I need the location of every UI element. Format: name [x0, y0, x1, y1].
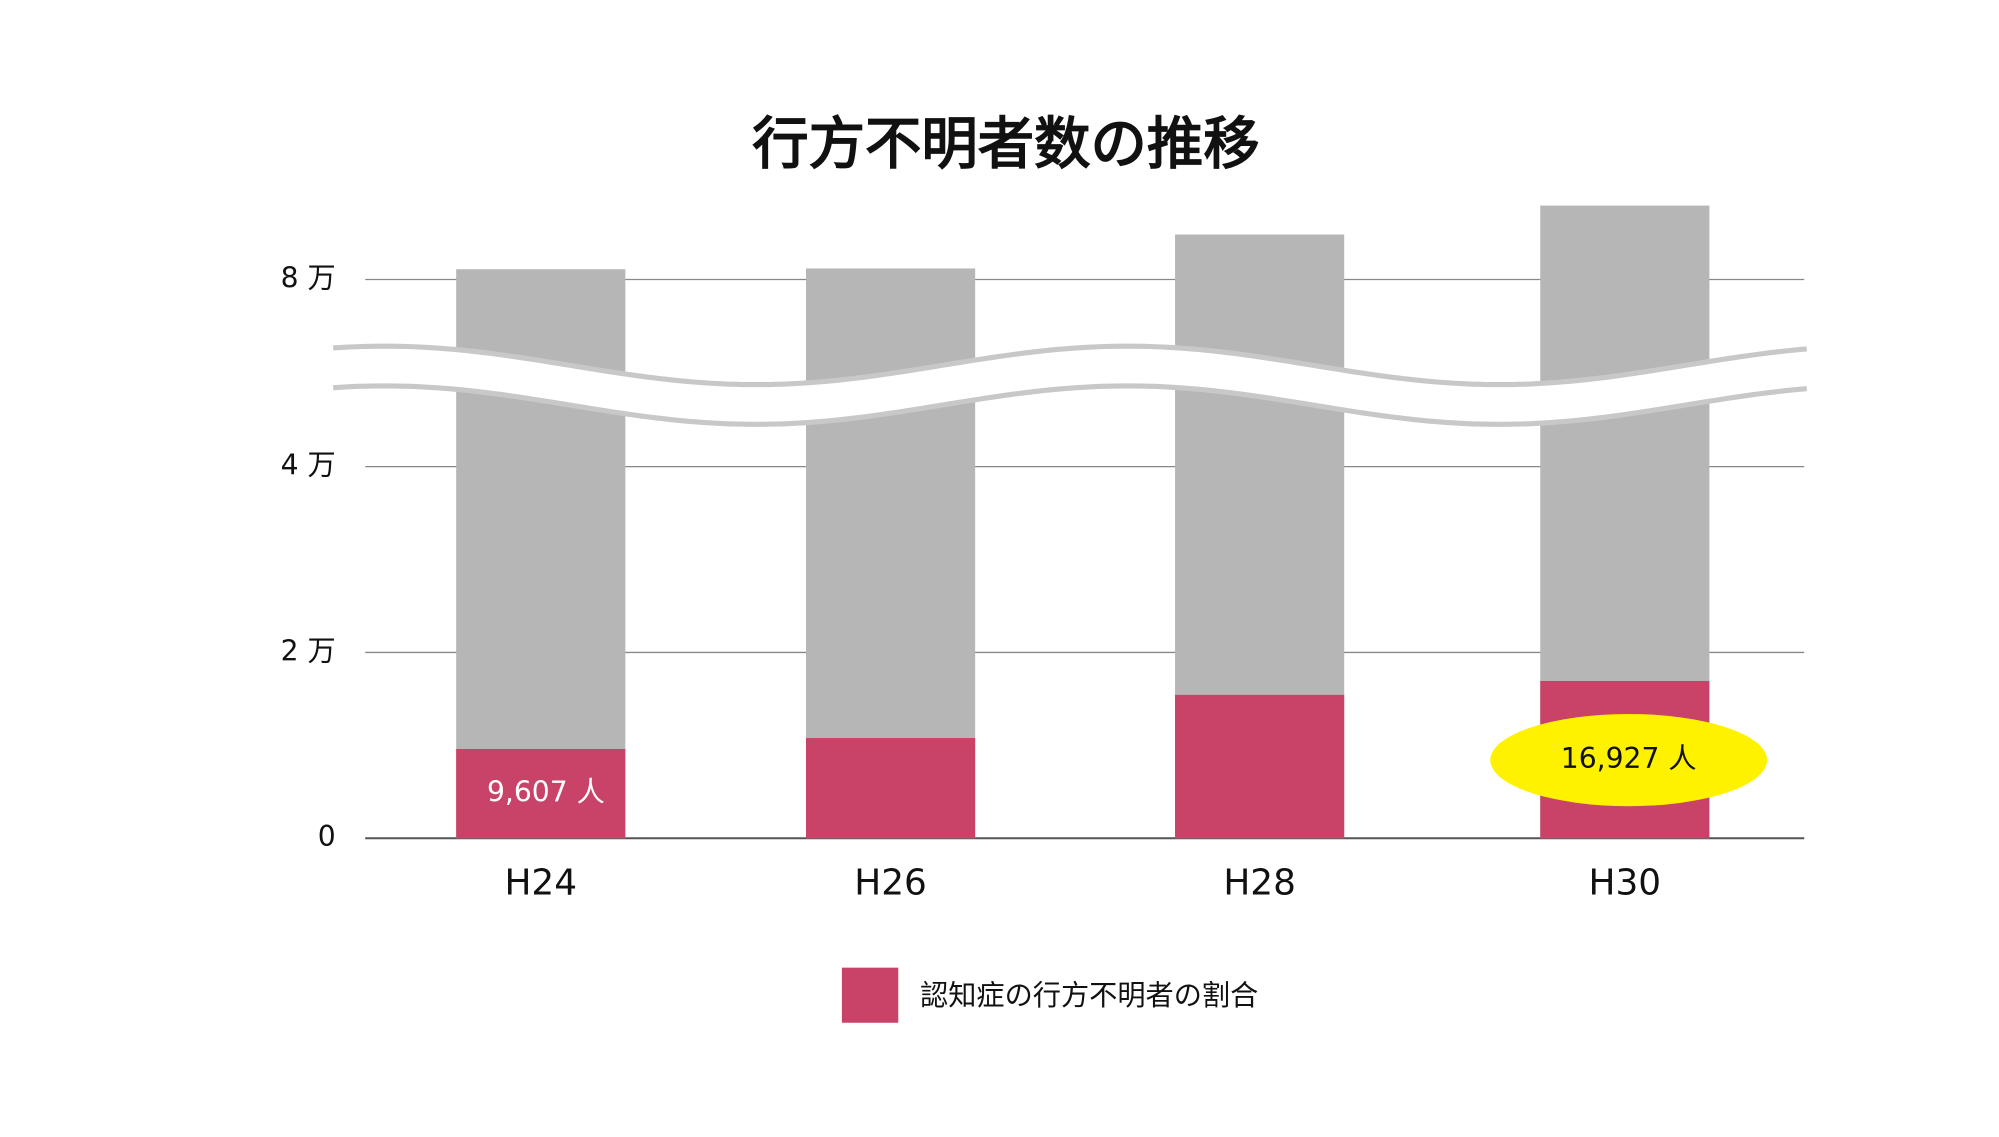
legend-swatch — [841, 967, 899, 1023]
bar — [456, 748, 626, 839]
x-tick-label: H24 — [504, 862, 577, 903]
label-highlight — [1490, 713, 1768, 807]
axis-break — [333, 346, 1807, 425]
bar — [1175, 694, 1345, 839]
data-label: 16,927 人 — [1561, 742, 1697, 775]
axis-break-line — [333, 343, 1808, 388]
data-label: 9,607 人 — [487, 776, 605, 809]
x-tick-label: H28 — [1223, 862, 1296, 903]
y-tick-label: 8 万 — [281, 262, 336, 295]
y-tick-label: 4 万 — [281, 449, 336, 482]
bar — [806, 738, 976, 839]
x-tick-label: H30 — [1589, 862, 1662, 903]
chart-title: 行方不明者数の推移 — [752, 112, 1259, 177]
axis-break-line — [333, 383, 1808, 427]
y-tick-label: 2 万 — [281, 634, 336, 667]
x-tick-label: H26 — [854, 862, 927, 903]
legend-label: 認知症の行方不明者の割合 — [920, 979, 1258, 1012]
y-tick-label: 0 — [318, 820, 336, 853]
